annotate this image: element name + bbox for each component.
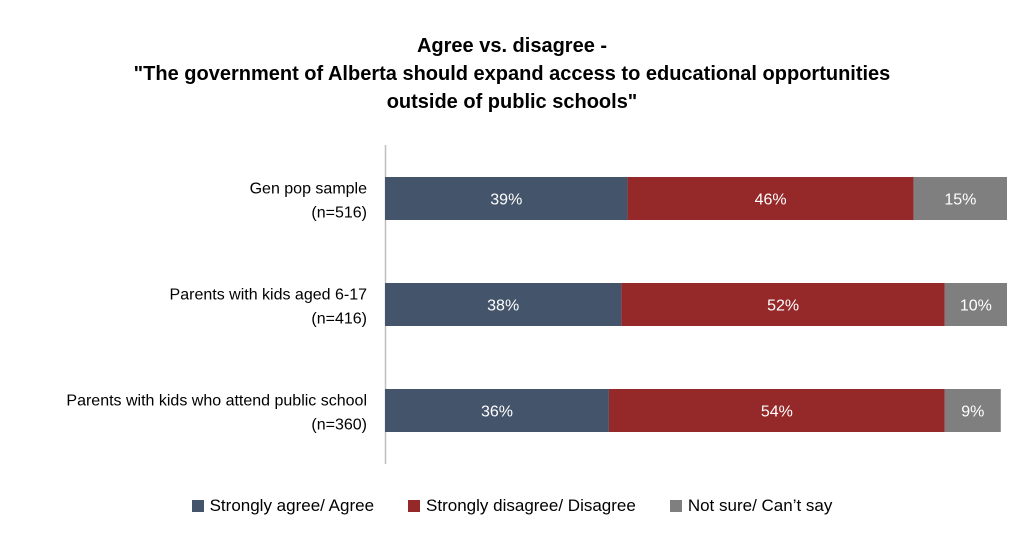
chart-title-line-2: "The government of Alberta should expand…: [133, 63, 891, 85]
category-label-parents-public-school: Parents with kids who attend public scho…: [66, 393, 367, 410]
bar-agree-parents-6-17: [385, 283, 622, 326]
chart-title: Agree vs. disagree - "The government of …: [0, 32, 1024, 116]
category-sample-size-gen-pop: (n=516): [311, 205, 367, 222]
legend-swatch-agree: [191, 500, 204, 512]
bar-not-sure-parents-6-17: [944, 283, 1007, 326]
bar-agree-parents-public-school: [385, 389, 609, 432]
legend-label-not-sure: Not sure/ Can’t say: [687, 496, 833, 515]
data-label-not-sure-gen-pop: 15%: [944, 192, 976, 209]
data-label-agree-gen-pop: 39%: [490, 192, 522, 209]
legend-item-agree: Strongly agree/ Agree: [191, 494, 375, 518]
data-label-not-sure-parents-public-school: 9%: [961, 404, 984, 421]
legend-item-disagree: Strongly disagree/ Disagree: [408, 494, 636, 518]
bar-disagree-gen-pop: [627, 177, 914, 220]
bar-agree-gen-pop: [385, 177, 628, 220]
data-label-disagree-parents-public-school: 54%: [761, 404, 793, 421]
data-label-disagree-gen-pop: 46%: [755, 192, 787, 209]
category-label-parents-6-17: Parents with kids aged 6-17: [170, 287, 368, 304]
chart-title-line-3: outside of public schools": [386, 91, 638, 113]
bar-disagree-parents-public-school: [608, 389, 945, 432]
legend-label-agree: Strongly agree/ Agree: [209, 496, 375, 515]
category-sample-size-parents-6-17: (n=416): [311, 311, 367, 328]
legend-label-disagree: Strongly disagree/ Disagree: [426, 496, 636, 515]
legend-swatch-not-sure: [669, 500, 682, 512]
category-sample-size-parents-public-school: (n=360): [311, 417, 367, 434]
data-label-not-sure-parents-6-17: 10%: [960, 298, 992, 315]
data-label-disagree-parents-6-17: 52%: [767, 298, 799, 315]
bar-disagree-parents-6-17: [621, 283, 945, 326]
data-label-agree-parents-public-school: 36%: [481, 404, 513, 421]
data-label-agree-parents-6-17: 38%: [487, 298, 519, 315]
category-label-gen-pop: Gen pop sample: [250, 181, 368, 198]
legend: Strongly agree/ Agree Strongly disagree/…: [0, 494, 1024, 518]
legend-swatch-disagree: [408, 500, 421, 512]
chart-title-line-1: Agree vs. disagree -: [416, 35, 608, 57]
legend-item-not-sure: Not sure/ Can’t say: [669, 494, 833, 518]
bar-not-sure-gen-pop: [913, 177, 1007, 220]
bar-not-sure-parents-public-school: [944, 389, 1001, 432]
